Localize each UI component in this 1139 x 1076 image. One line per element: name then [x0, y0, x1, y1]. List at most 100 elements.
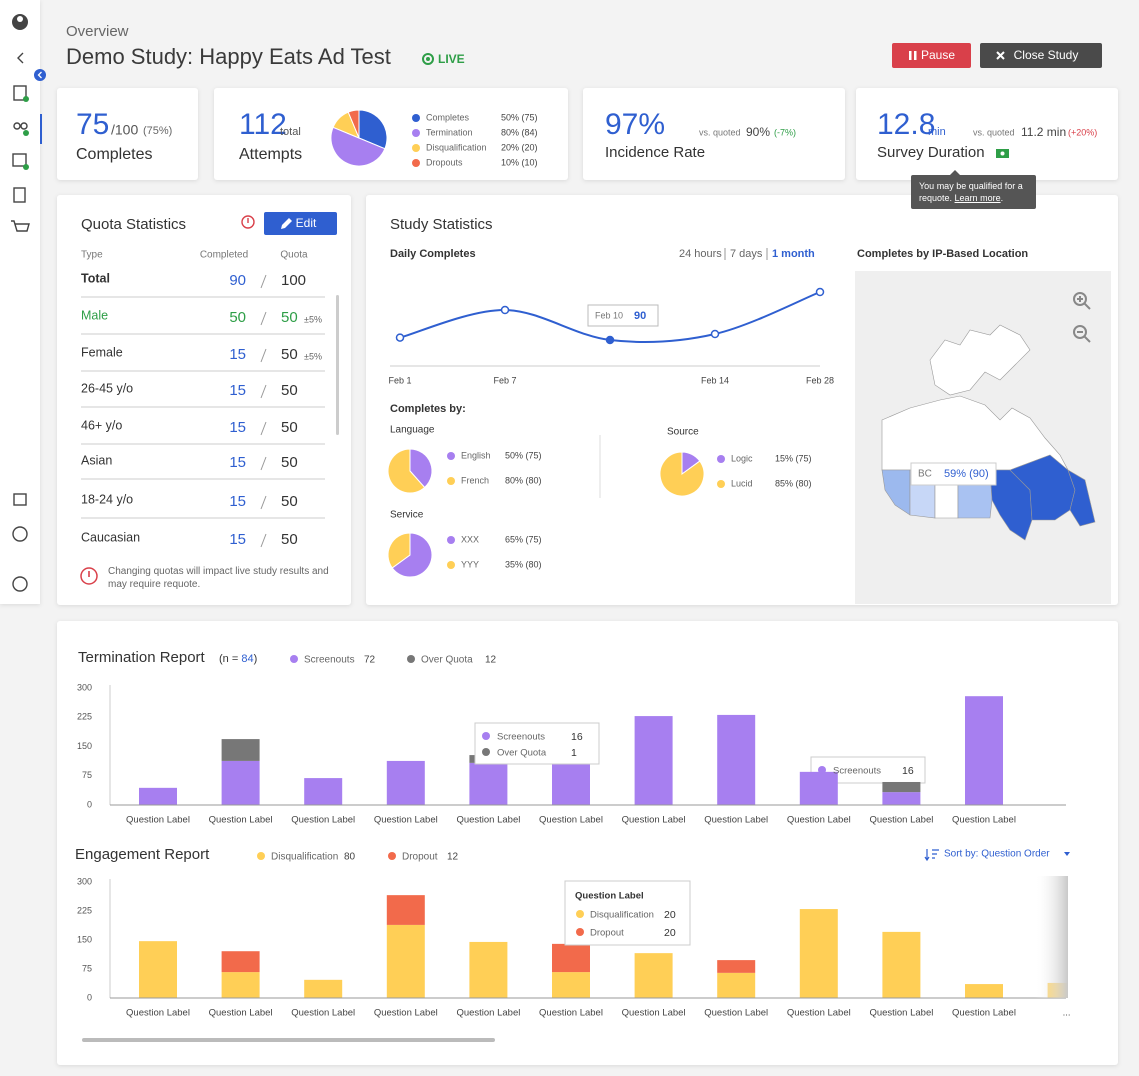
- legend-dot: [447, 536, 455, 544]
- x-tick-label: Feb 7: [493, 375, 516, 385]
- point: [605, 335, 615, 345]
- zoom-out[interactable]: [1073, 325, 1087, 339]
- column-header: Completed: [200, 250, 248, 261]
- kpi-card: [583, 88, 845, 180]
- row-quota: 50: [281, 531, 298, 548]
- doc-icon[interactable]: [13, 85, 27, 101]
- row-type: 46+ y/o: [81, 418, 122, 432]
- legend-label: Screenouts: [304, 655, 355, 666]
- bar: [882, 931, 921, 998]
- message-icon[interactable]: [13, 493, 27, 506]
- row-quota: 50: [281, 493, 298, 510]
- kpi-label: Completes: [76, 146, 152, 163]
- range-option[interactable]: 1 month: [772, 248, 815, 260]
- pie-slice: [387, 532, 411, 569]
- edit-button[interactable]: [264, 212, 337, 235]
- x-tick-label: Question Label: [539, 1008, 603, 1019]
- back-icon[interactable]: [17, 52, 24, 64]
- help-icon[interactable]: [12, 526, 28, 542]
- x-tick-label: Question Label: [374, 815, 438, 826]
- slash: [260, 495, 267, 510]
- collapse-badge[interactable]: [34, 69, 46, 81]
- point: [710, 329, 720, 339]
- legend-label: French: [461, 475, 489, 485]
- legend-dot: [447, 477, 455, 485]
- row-completed: 15: [229, 531, 246, 548]
- slash: [260, 274, 267, 289]
- x-tick-label: Question Label: [704, 815, 768, 826]
- x-tick-label: Feb 28: [806, 375, 834, 385]
- row-type: Female: [81, 345, 123, 359]
- status: LIVE: [438, 52, 465, 66]
- legend-value: 50% (75): [505, 450, 542, 460]
- tooltip-label: Dropout: [590, 928, 624, 939]
- row-type: Caucasian: [81, 530, 140, 544]
- legend-label: Dropout: [402, 852, 438, 863]
- bar: [304, 778, 343, 805]
- legend-dot: [412, 129, 420, 137]
- row-completed: 15: [229, 454, 246, 471]
- pause-button[interactable]: [892, 43, 971, 68]
- chat-icon[interactable]: [12, 153, 27, 167]
- legend-label: Dropouts: [426, 157, 463, 167]
- h-scrollbar[interactable]: [82, 1038, 495, 1042]
- row-completed: 15: [229, 493, 246, 510]
- report-title: Termination Report: [78, 649, 206, 666]
- close-button[interactable]: [980, 43, 1102, 68]
- legend-label: XXX: [461, 534, 479, 544]
- x-tick-label: Question Label: [539, 815, 603, 826]
- note-icon: [80, 567, 98, 585]
- scrollbar[interactable]: [336, 295, 339, 435]
- money-icon-dot: [1000, 151, 1005, 156]
- sample-size-part: ): [254, 653, 258, 665]
- slash: [260, 421, 267, 436]
- sample-size-part: (n =: [219, 653, 241, 665]
- pause-label[interactable]: Pause: [921, 48, 955, 62]
- y-tick-label: 75: [82, 963, 92, 973]
- learn-more-link[interactable]: Learn more: [954, 193, 1001, 203]
- bar: [469, 941, 508, 998]
- column-header: Type: [81, 250, 103, 261]
- row-type: Male: [81, 308, 108, 322]
- close-label[interactable]: Close Study: [1014, 48, 1079, 62]
- bar: [717, 960, 756, 973]
- region-bc: [881, 469, 911, 516]
- row-completed: 90: [229, 272, 246, 289]
- users-icon[interactable]: [13, 122, 21, 130]
- x-tick-label: Question Label: [126, 815, 190, 826]
- legend-value: 15% (75): [775, 453, 812, 463]
- bar: [221, 760, 260, 805]
- pause-icon: [909, 51, 912, 60]
- pie-slice: [330, 126, 386, 167]
- sort-icon[interactable]: [924, 849, 939, 862]
- live-dot: [426, 57, 430, 61]
- report-icon[interactable]: [13, 187, 26, 203]
- sort-control[interactable]: Sort by: Question Order: [944, 849, 1050, 860]
- cart-icon[interactable]: [11, 220, 30, 232]
- row-completed: 50: [229, 309, 246, 326]
- y-tick-label: 150: [77, 741, 92, 751]
- arctic-islands: [929, 324, 1031, 396]
- y-tick-label: 225: [77, 905, 92, 915]
- card-title: Quota Statistics: [81, 216, 186, 233]
- bar: [965, 984, 1003, 998]
- x-tick-label: Question Label: [869, 1008, 933, 1019]
- sort-caret[interactable]: [1064, 852, 1070, 856]
- y-tick-label: 225: [77, 712, 92, 722]
- account-icon[interactable]: [12, 576, 28, 592]
- y-tick-label: 75: [82, 770, 92, 780]
- kpi-label: Incidence Rate: [605, 144, 705, 161]
- kpi-label: Attempts: [239, 146, 302, 163]
- quota-note: Changing quotas will impact live study r…: [108, 566, 329, 590]
- x-tick-label: Question Label: [209, 1008, 273, 1019]
- legend-label: Completes: [426, 112, 470, 122]
- range-option[interactable]: 24 hours: [679, 248, 722, 260]
- x-tick-label: Question Label: [622, 815, 686, 826]
- y-tick-label: 0: [87, 799, 92, 809]
- range-option[interactable]: 7 days: [730, 248, 763, 260]
- legend-value: 80% (84): [501, 127, 538, 137]
- zoom-in[interactable]: [1073, 292, 1087, 306]
- edit-label[interactable]: Edit: [296, 216, 317, 230]
- x-tick-label: Question Label: [952, 1008, 1016, 1019]
- pie-title: Service: [390, 510, 424, 521]
